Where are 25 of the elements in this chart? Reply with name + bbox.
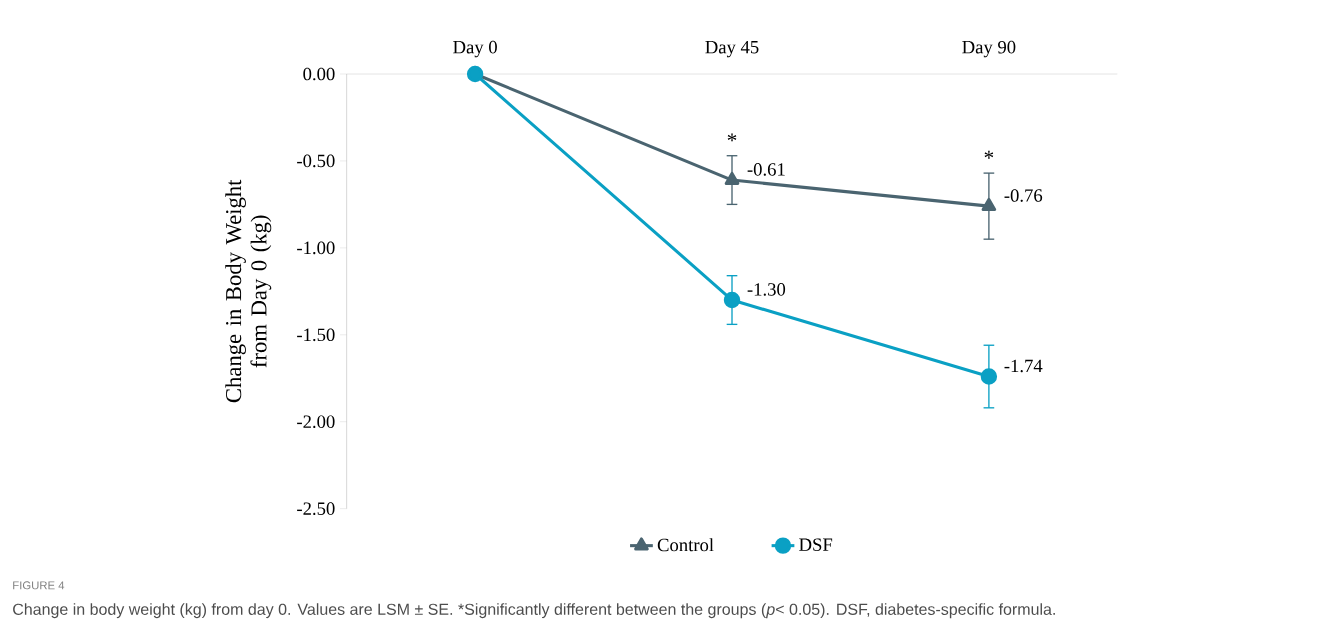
data-label: -0.76 <box>1004 189 1043 202</box>
y-tick-label: 0.00 <box>303 67 335 81</box>
point <box>980 368 998 385</box>
x-tick-label: Day 90 <box>962 40 1016 58</box>
legend-label: Control <box>657 538 714 552</box>
y-tick-label: -1.00 <box>297 241 335 255</box>
annotation: * <box>727 133 737 142</box>
point <box>466 65 484 83</box>
y-tick-label: -2.50 <box>297 502 335 516</box>
point <box>723 291 741 309</box>
data-label: -0.61 <box>747 163 785 176</box>
data-label: -1.30 <box>747 283 786 296</box>
point <box>981 197 997 212</box>
caption: FIGURE 4 <box>13 581 65 590</box>
y-tick-label: -0.50 <box>297 154 335 168</box>
annotation: * <box>984 150 994 159</box>
y-axis-title: Change in Body Weight from Day 0 (kg) <box>225 179 272 403</box>
point <box>724 171 740 185</box>
x-tick-label: Day 0 <box>453 40 497 58</box>
text: Change in body weight (kg) from day 0. Values are LSM ± SE. *Significantly different between the groups (p< 0.05). DSF, diabetes-specific formula. <box>13 603 1055 619</box>
y-tick-label: -2.00 <box>297 415 335 429</box>
y-tick-label: -1.50 <box>297 328 335 342</box>
legend-label: DSF <box>799 538 833 552</box>
data-label: -1.74 <box>1004 359 1043 373</box>
x-tick-label: Day 45 <box>705 40 759 58</box>
